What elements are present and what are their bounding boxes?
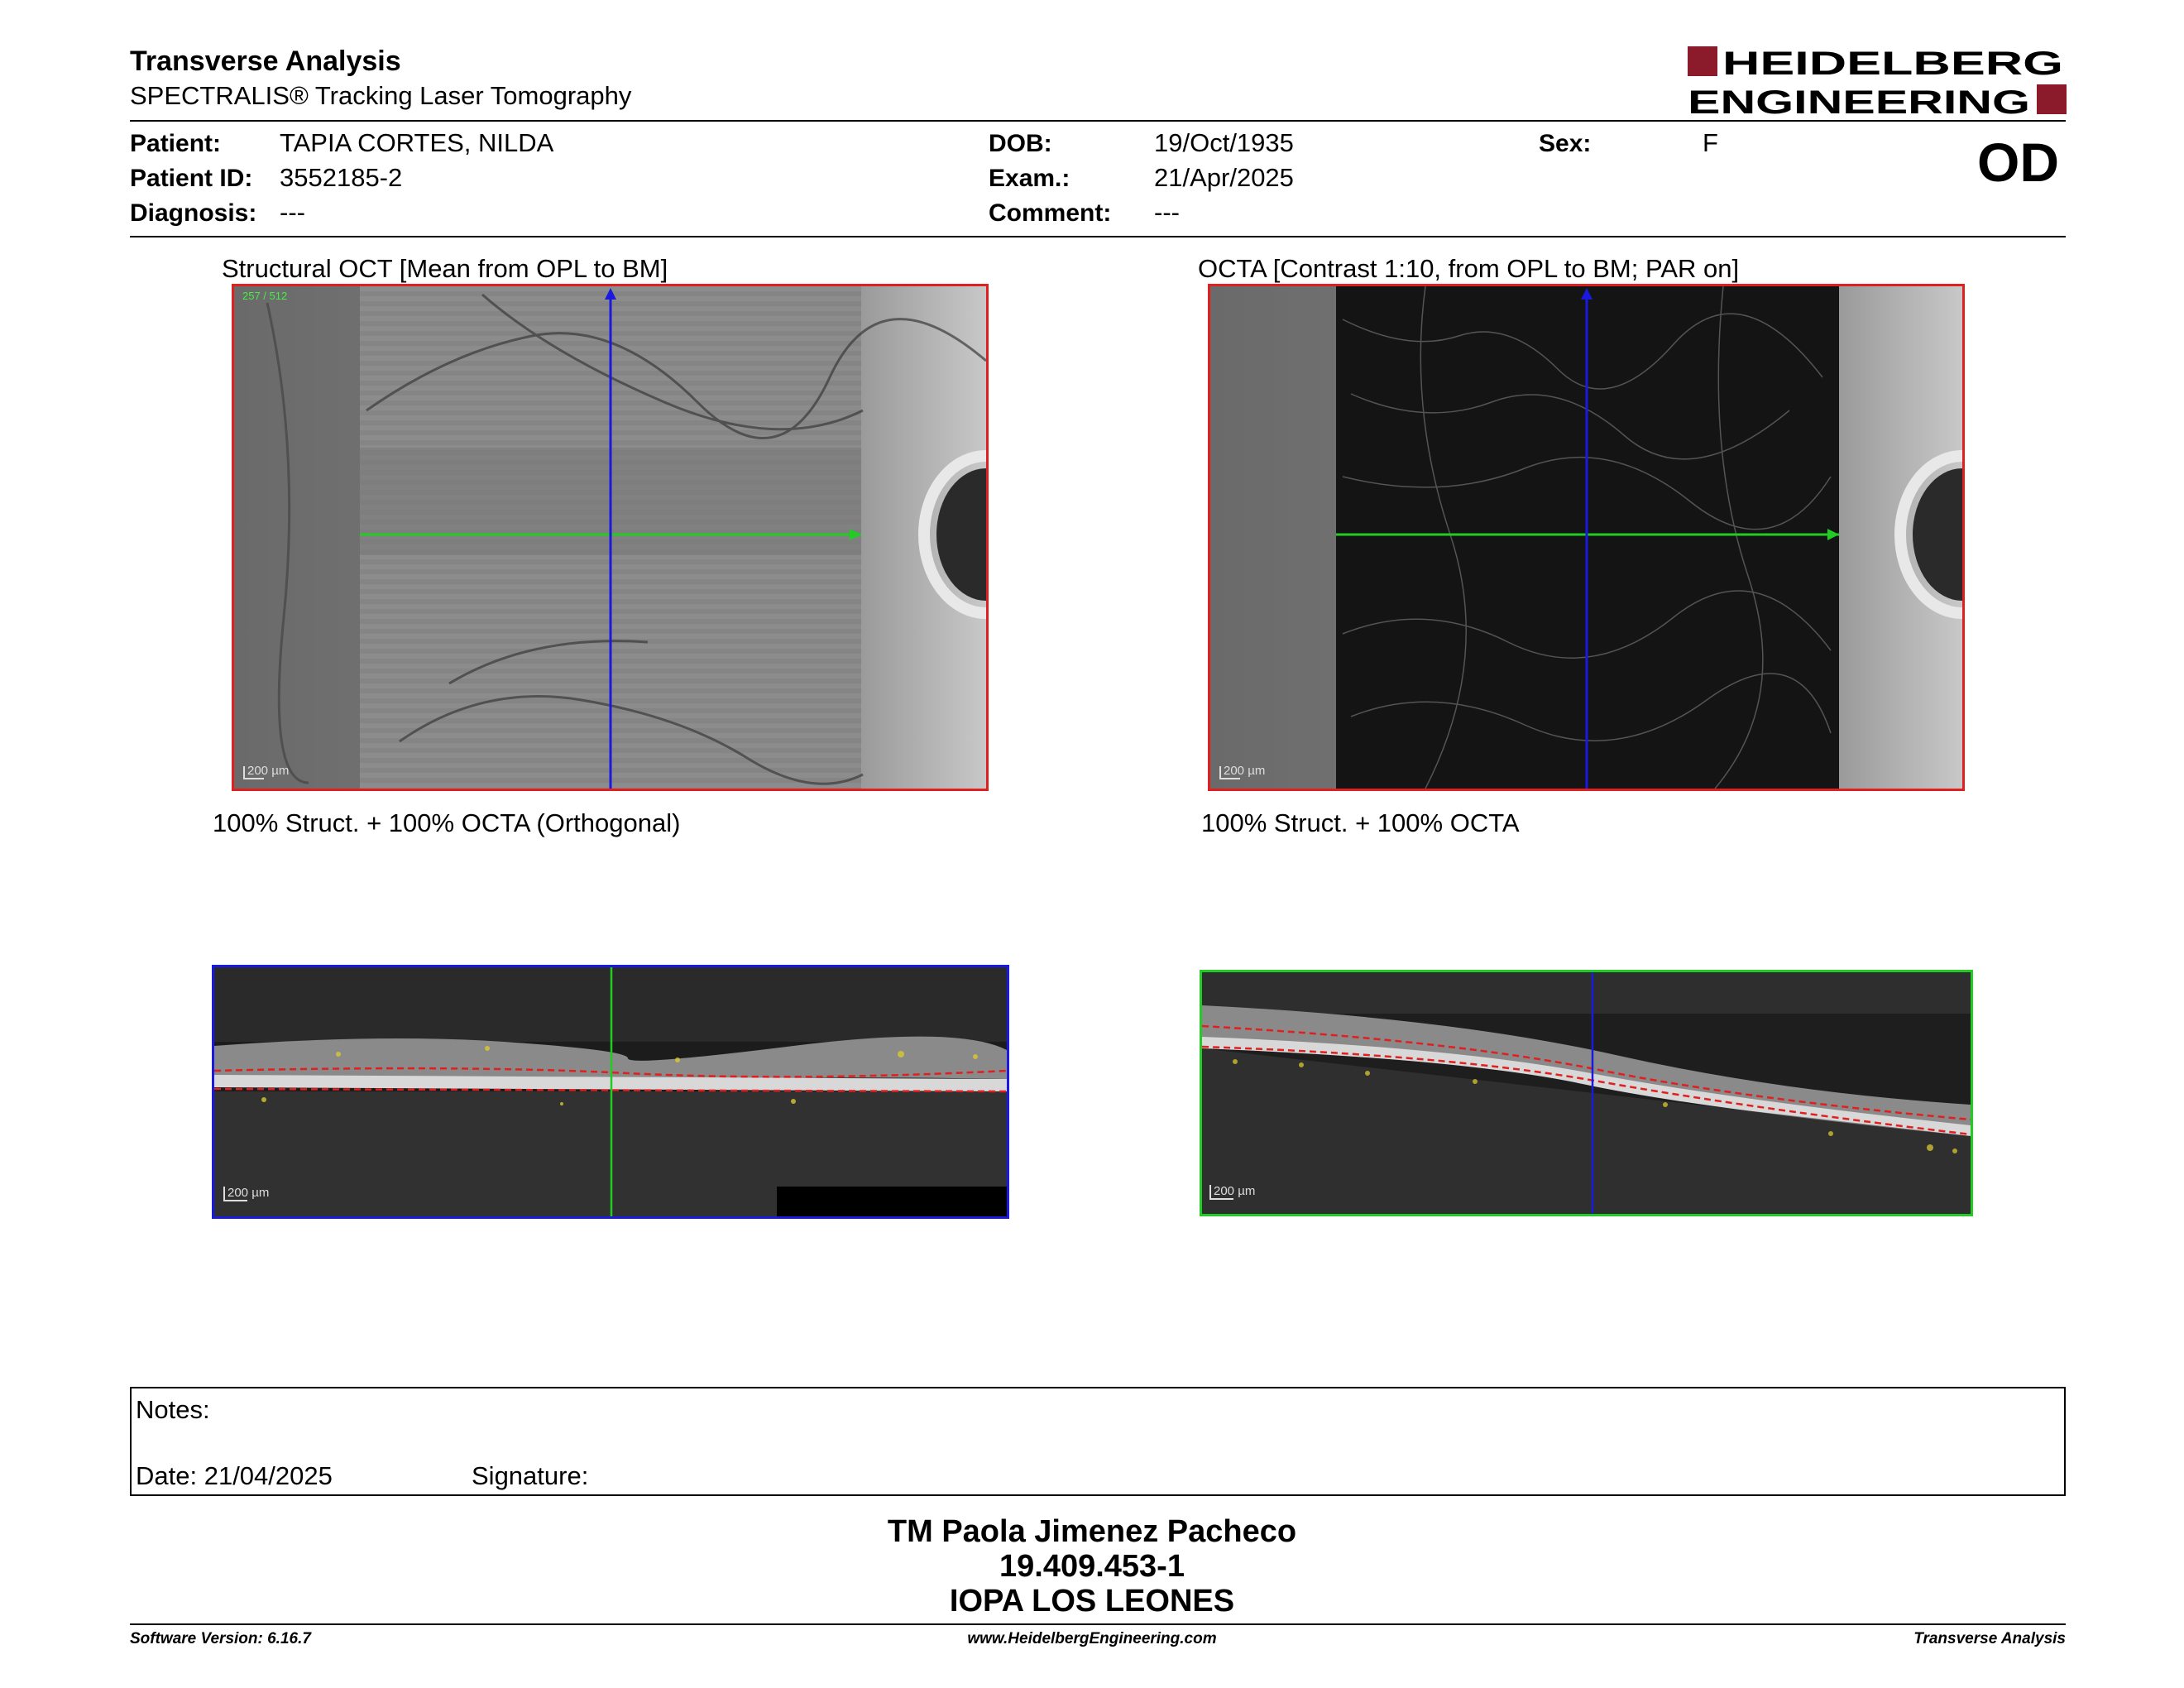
- patient-divider: [130, 236, 2066, 237]
- date-label: Date: 21/04/2025: [136, 1461, 333, 1490]
- scale-label: 200 µm: [247, 764, 289, 778]
- footer-divider: [130, 1623, 2066, 1625]
- scale-bar-icon: [1209, 1185, 1233, 1200]
- logo-line1: HEIDELBERG: [1722, 46, 2063, 82]
- header-divider: [130, 120, 2066, 122]
- website-link[interactable]: www.HeidelbergEngineering.com: [967, 1630, 1217, 1647]
- signer-id: 19.409.453-1: [999, 1549, 1185, 1584]
- eye-indicator: OD: [1977, 132, 2059, 193]
- struct-octa-bscan-image[interactable]: 200 µm: [1200, 970, 1973, 1216]
- dob-value: 19/Oct/1935: [1154, 128, 1294, 157]
- sex-label: Sex:: [1539, 130, 1592, 157]
- sex-value: F: [1703, 128, 1718, 157]
- heidelberg-logo: HEIDELBERG ENGINEERING: [1688, 46, 2067, 117]
- patient-id: 3552185-2: [280, 163, 403, 192]
- structural-oct-image[interactable]: 257 / 512 200 µm: [232, 284, 989, 791]
- notes-box[interactable]: [130, 1387, 2066, 1496]
- struct-octa-caption: 100% Struct. + 100% OCTA: [1201, 808, 1520, 837]
- notes-label: Notes:: [136, 1395, 210, 1424]
- scale-label: 200 µm: [1214, 1184, 1255, 1198]
- scale-bar-icon: [1219, 766, 1240, 779]
- diagnosis-value: ---: [280, 198, 305, 227]
- octa-caption: OCTA [Contrast 1:10, from OPL to BM; PAR…: [1198, 254, 1740, 283]
- scale-label: 200 µm: [228, 1186, 269, 1200]
- signer-name: TM Paola Jimenez Pacheco: [887, 1514, 1297, 1549]
- scale-bar-icon: [243, 766, 264, 779]
- signature-label: Signature:: [472, 1461, 589, 1490]
- exam-label: Exam.:: [989, 165, 1070, 192]
- orthogonal-bscan-image[interactable]: 200 µm: [212, 965, 1009, 1219]
- report-title: Transverse Analysis: [130, 46, 401, 77]
- exam-value: 21/Apr/2025: [1154, 163, 1294, 192]
- diagnosis-label: Diagnosis:: [130, 199, 257, 227]
- octa-image[interactable]: 200 µm: [1208, 284, 1965, 791]
- patient-label: Patient:: [130, 130, 222, 157]
- orthogonal-caption: 100% Struct. + 100% OCTA (Orthogonal): [213, 808, 681, 837]
- report-subtitle: SPECTRALIS® Tracking Laser Tomography: [130, 81, 632, 110]
- comment-label: Comment:: [989, 199, 1112, 227]
- patient-id-label: Patient ID:: [130, 165, 253, 192]
- scale-bar-icon: [223, 1187, 247, 1201]
- software-version: Software Version: 6.16.7: [130, 1630, 311, 1647]
- logo-line2: ENGINEERING: [1688, 84, 2030, 117]
- dob-label: DOB:: [989, 130, 1052, 157]
- structural-oct-caption: Structural OCT [Mean from OPL to BM]: [222, 254, 668, 283]
- comment-value: ---: [1154, 198, 1180, 227]
- footer-report-type: Transverse Analysis: [1913, 1630, 2066, 1647]
- frame-counter: 257 / 512: [242, 290, 287, 302]
- institution: IOPA LOS LEONES: [949, 1584, 1235, 1618]
- scale-label: 200 µm: [1224, 764, 1265, 778]
- patient-name: TAPIA CORTES, NILDA: [280, 128, 554, 157]
